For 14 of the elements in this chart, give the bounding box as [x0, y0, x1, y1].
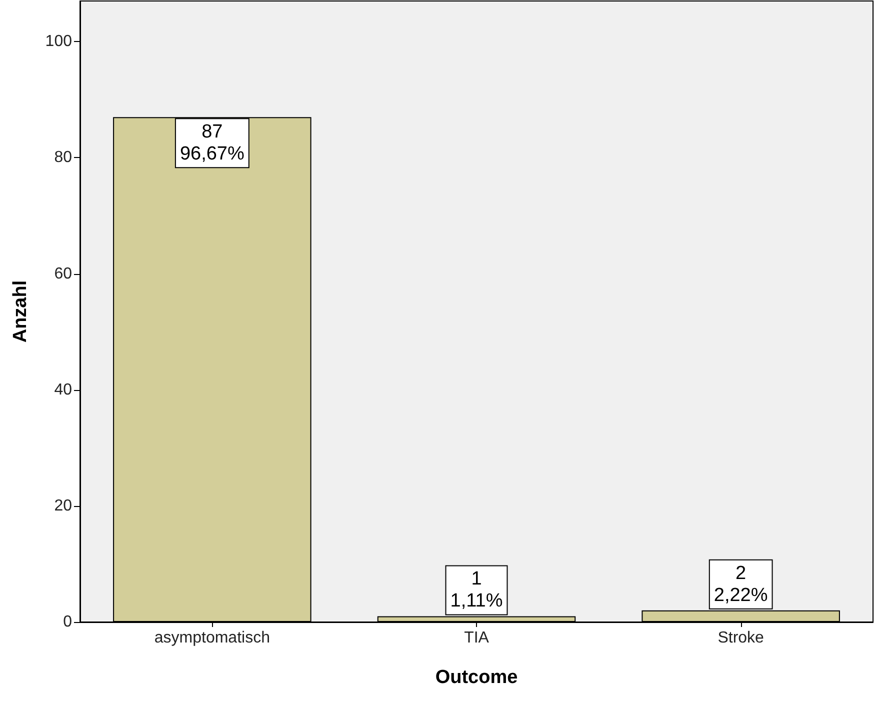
x-tick-label: Stroke — [718, 630, 764, 646]
x-tick-label: asymptomatisch — [154, 630, 270, 646]
y-tick-label: 80 — [54, 149, 72, 166]
y-tick-label: 40 — [54, 381, 72, 398]
y-tick-label: 20 — [54, 497, 72, 514]
y-tick-label: 100 — [45, 33, 72, 50]
data-label: 1 1,11% — [450, 568, 503, 612]
data-label: 87 96,67% — [180, 122, 244, 165]
y-axis-title: Anzahl — [10, 280, 31, 343]
x-tick-label: TIA — [464, 630, 490, 646]
y-tick-label: 60 — [54, 265, 72, 282]
x-axis-title: Outcome — [435, 667, 518, 688]
data-label: 2 2,22% — [714, 562, 768, 606]
y-tick-label: 0 — [63, 614, 72, 630]
